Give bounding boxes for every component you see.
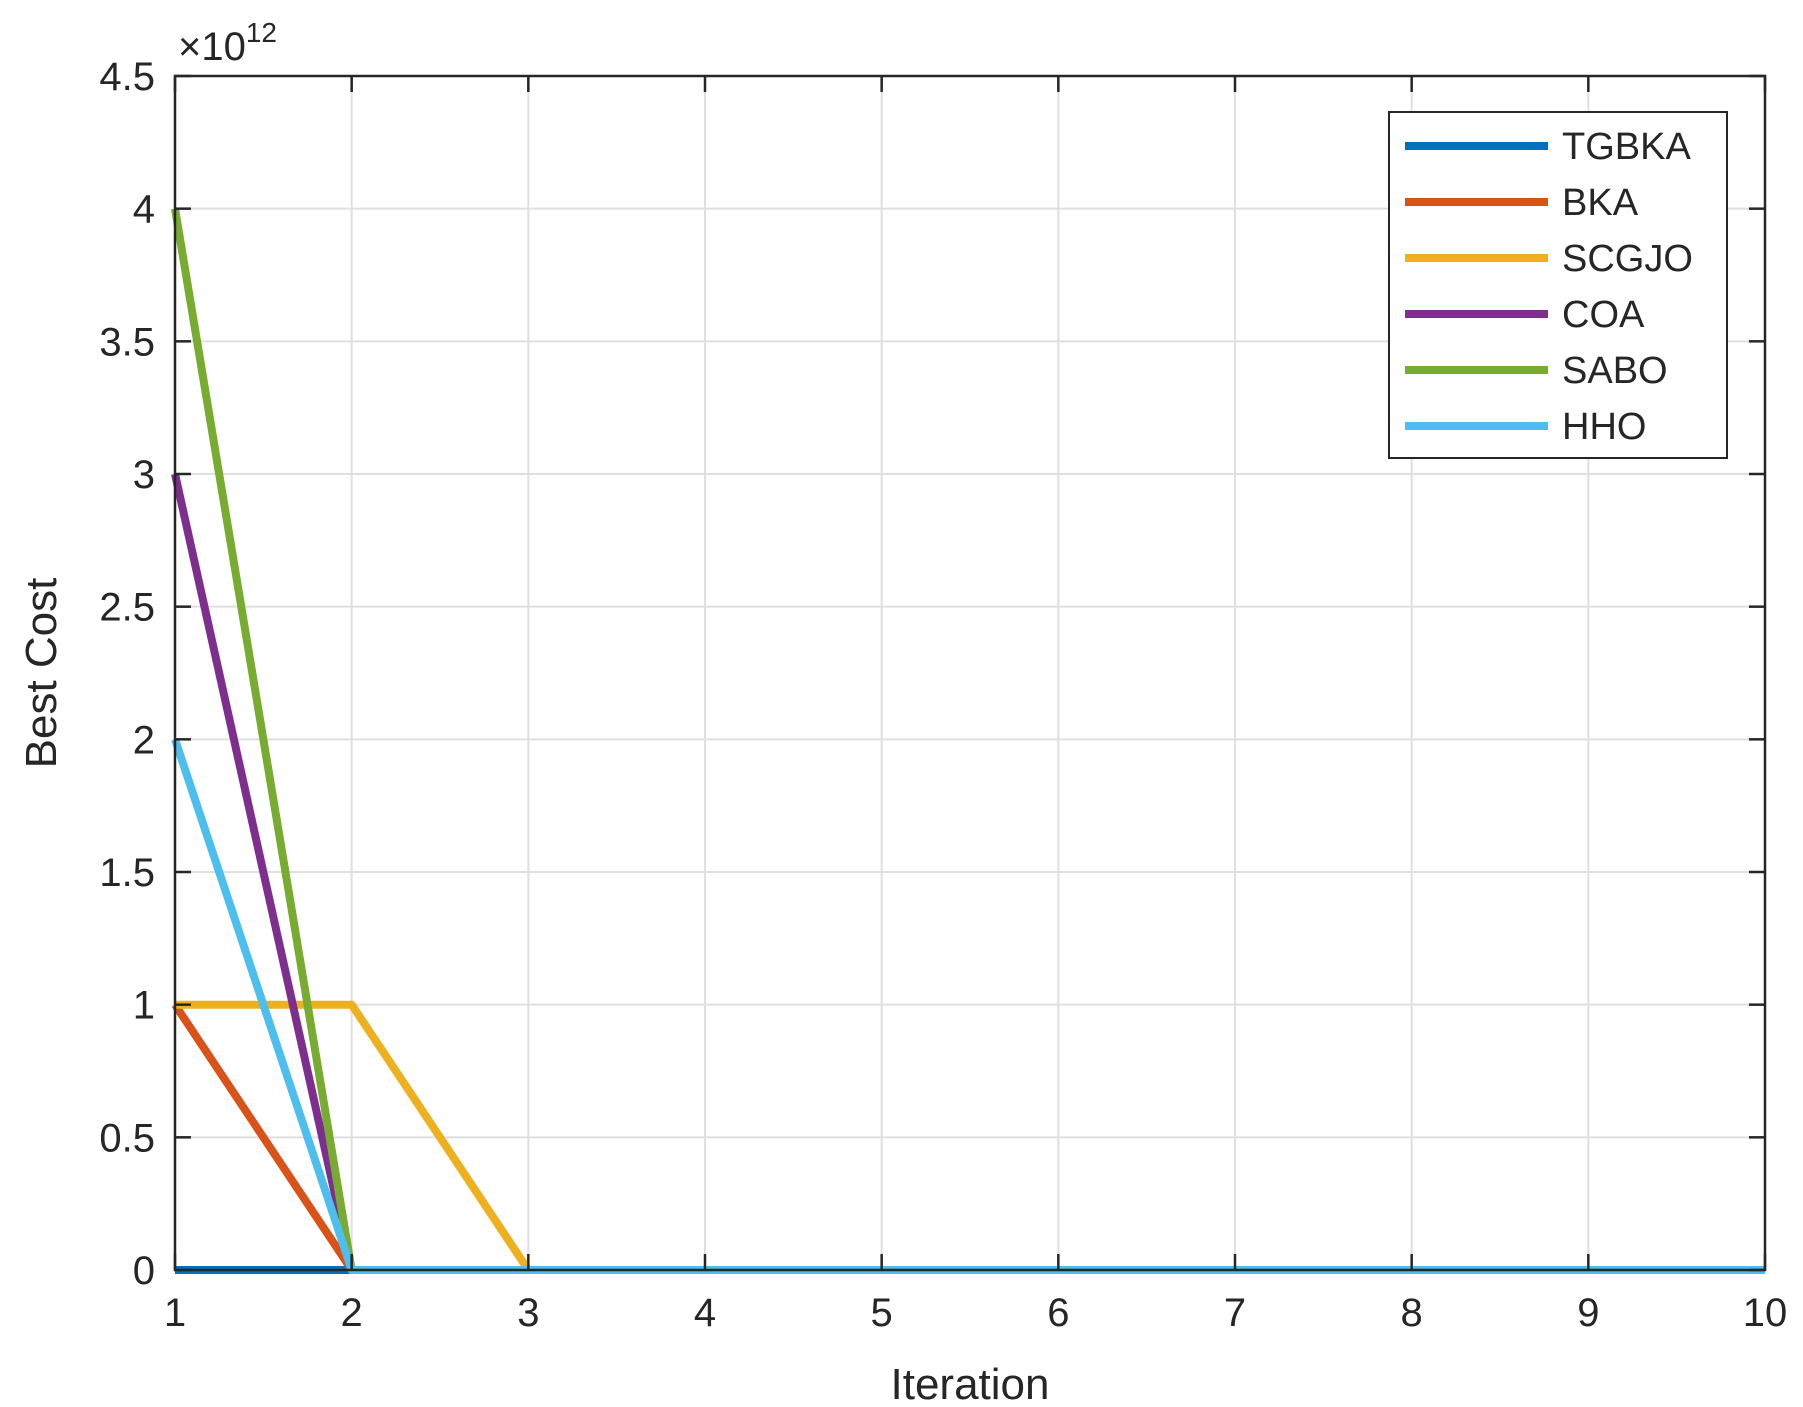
legend-label-tgbka: TGBKA [1562, 126, 1691, 168]
legend-label-bka: BKA [1562, 182, 1639, 224]
y-tick-label: 0.5 [99, 1116, 155, 1160]
x-tick-label: 3 [517, 1291, 539, 1335]
legend-label-scgjo: SCGJO [1562, 238, 1693, 280]
y-tick-label: 1.5 [99, 851, 155, 895]
legend-entries: TGBKA BKA SCGJO COA SABO HHO [1405, 126, 1693, 448]
x-axis-label: Iteration [891, 1360, 1050, 1407]
x-tick-label: 10 [1743, 1291, 1788, 1335]
y-tick-labels: 0 0.5 1 1.5 2 2.5 3 3.5 4 4.5 [99, 55, 155, 1293]
axis-ticks [173, 74, 1767, 1272]
x-tick-label: 7 [1224, 1291, 1246, 1335]
y-axis-label: Best Cost [17, 578, 66, 769]
legend-label-coa: COA [1562, 294, 1645, 336]
legend: TGBKA BKA SCGJO COA SABO HHO [1388, 111, 1728, 459]
y-exponent-power: 12 [246, 17, 277, 48]
y-tick-label: 1 [133, 984, 155, 1028]
legend-label-hho: HHO [1562, 406, 1646, 448]
y-tick-label: 3.5 [99, 320, 155, 364]
y-tick-label: 0 [133, 1249, 155, 1293]
x-tick-label: 9 [1577, 1291, 1599, 1335]
x-tick-label: 8 [1401, 1291, 1423, 1335]
x-tick-label: 1 [164, 1291, 186, 1335]
y-tick-label: 3 [133, 453, 155, 497]
y-tick-label: 2 [133, 718, 155, 762]
x-tick-label: 6 [1047, 1291, 1069, 1335]
y-tick-label: 4.5 [99, 55, 155, 99]
legend-label-sabo: SABO [1562, 350, 1668, 392]
x-tick-label: 2 [341, 1291, 363, 1335]
y-tick-label: 4 [133, 188, 155, 232]
x-tick-labels: 1 2 3 4 5 6 7 8 9 10 [164, 1291, 1787, 1335]
grid-lines [174, 75, 1766, 1271]
y-tick-label: 2.5 [99, 586, 155, 630]
x-tick-label: 4 [694, 1291, 716, 1335]
x-tick-label: 5 [871, 1291, 893, 1335]
plot-frame [173, 74, 1767, 1272]
legend-box [1388, 111, 1728, 459]
y-exponent-label: ×1012 [178, 17, 277, 69]
